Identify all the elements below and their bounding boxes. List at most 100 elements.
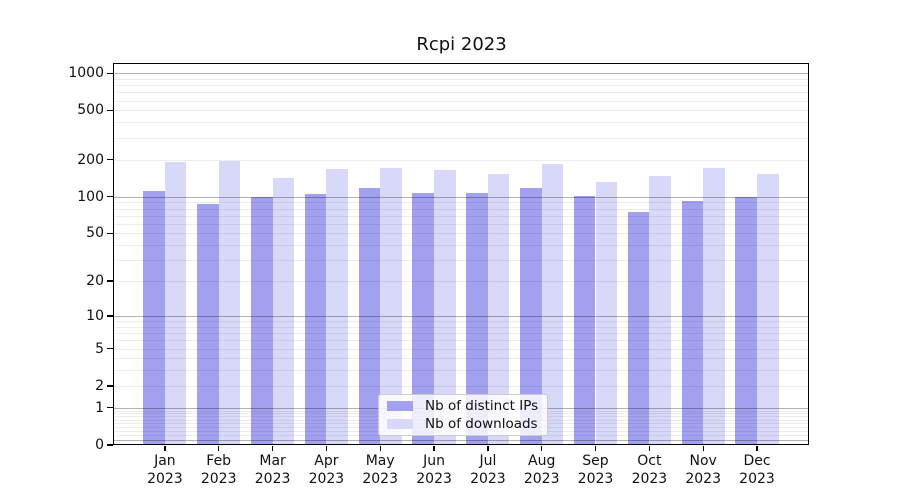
y-tick-mark <box>107 347 113 350</box>
bar-distinct-ips-nov <box>681 201 704 445</box>
x-tick-month: Apr <box>314 453 339 469</box>
x-tick-year: 2023 <box>362 470 398 487</box>
minor-gridline <box>113 370 809 372</box>
x-tick-mark <box>433 446 435 451</box>
x-tick-label: Oct 2023 <box>617 453 681 488</box>
bar-downloads-mar <box>272 177 295 445</box>
x-tick-label: May 2023 <box>348 453 412 488</box>
bar-distinct-ips-dec <box>735 196 757 445</box>
x-tick-month: Nov <box>689 453 717 469</box>
major-gridline <box>113 315 809 317</box>
x-tick-mark <box>379 446 381 451</box>
minor-gridline <box>113 159 809 161</box>
x-tick-mark <box>702 446 704 451</box>
bar-downloads-oct <box>649 176 671 445</box>
minor-gridline <box>113 233 809 235</box>
x-tick-year: 2023 <box>631 470 668 487</box>
bar-downloads-jul <box>487 173 510 445</box>
x-tick-label: Jul 2023 <box>456 453 520 488</box>
y-tick-mark <box>107 158 113 161</box>
bar-downloads-dec <box>757 173 779 445</box>
y-tick-label: 1 <box>95 399 104 416</box>
bar-distinct-ips-apr <box>304 194 327 445</box>
x-tick-month: Jan <box>154 453 176 469</box>
y-tick-mark <box>107 444 113 446</box>
bar-distinct-ips-jul <box>466 193 488 445</box>
y-tick-mark <box>107 280 113 282</box>
y-tick-mark <box>107 109 113 112</box>
chart-title: Rcpi 2023 <box>416 34 507 55</box>
x-tick-year: 2023 <box>739 470 775 487</box>
x-tick-year: 2023 <box>308 470 345 487</box>
minor-gridline <box>113 85 809 87</box>
x-tick-label: Sep 2023 <box>564 453 628 488</box>
y-tick-label: 50 <box>86 225 104 242</box>
bar-downloads-aug <box>541 164 564 445</box>
bar-downloads-sep <box>595 181 618 445</box>
minor-gridline <box>113 358 809 360</box>
minor-gridline <box>113 326 809 328</box>
x-tick-year: 2023 <box>416 470 452 487</box>
bar-distinct-ips-mar <box>251 196 273 445</box>
x-tick-year: 2023 <box>523 470 560 487</box>
minor-gridline <box>113 110 809 112</box>
y-tick-mark <box>107 407 113 409</box>
y-tick-label: 20 <box>86 273 104 290</box>
legend-label-distinct-ips: Nb of distinct IPs <box>425 398 539 414</box>
legend-item-downloads: Nb of downloads <box>385 415 541 433</box>
bar-downloads-apr <box>326 168 348 445</box>
y-tick-label: 100 <box>77 188 104 205</box>
x-tick-mark <box>487 446 489 451</box>
bar-downloads-jun <box>434 170 456 445</box>
x-tick-year: 2023 <box>577 470 614 487</box>
x-tick-label: Mar 2023 <box>241 453 305 488</box>
minor-gridline <box>113 122 809 124</box>
bar-downloads-feb <box>218 160 241 445</box>
major-gridline <box>113 196 809 198</box>
x-tick-mark <box>541 446 543 451</box>
bar-downloads-nov <box>703 167 725 445</box>
bar-distinct-ips-oct <box>627 211 650 445</box>
bar-downloads-may <box>380 167 402 445</box>
minor-gridline <box>113 92 809 94</box>
y-tick-label: 10 <box>86 307 104 324</box>
minor-gridline <box>113 100 809 102</box>
bar-downloads-jan <box>164 162 187 445</box>
minor-gridline <box>113 281 809 283</box>
legend-label-downloads: Nb of downloads <box>425 416 538 432</box>
x-tick-month: Jun <box>423 453 446 469</box>
minor-gridline <box>113 385 809 387</box>
y-tick-label: 0 <box>95 437 104 453</box>
minor-gridline <box>113 215 809 217</box>
x-tick-label: Jun 2023 <box>402 453 466 488</box>
bar-distinct-ips-aug <box>520 188 542 445</box>
minor-gridline <box>113 333 809 335</box>
legend: Nb of distinct IPs Nb of downloads <box>378 394 548 436</box>
x-tick-month: Jul <box>479 453 497 469</box>
x-tick-month: May <box>365 453 395 469</box>
x-tick-mark <box>648 446 651 451</box>
y-tick-mark <box>107 195 113 198</box>
y-tick-mark <box>107 385 113 387</box>
minor-gridline <box>113 260 809 262</box>
x-tick-month: Sep <box>582 453 609 469</box>
legend-item-distinct-ips: Nb of distinct IPs <box>385 397 541 415</box>
minor-gridline <box>113 348 809 350</box>
x-tick-label: Apr 2023 <box>294 453 358 488</box>
x-tick-mark <box>218 446 220 451</box>
x-tick-year: 2023 <box>254 470 291 487</box>
x-tick-month: Oct <box>637 453 662 469</box>
bar-distinct-ips-jun <box>412 192 434 445</box>
x-tick-month: Dec <box>743 453 771 469</box>
x-tick-label: Dec 2023 <box>725 453 789 488</box>
x-tick-mark <box>271 446 274 451</box>
major-gridline <box>113 73 809 75</box>
x-tick-year: 2023 <box>470 470 506 487</box>
x-tick-label: Feb 2023 <box>187 453 251 488</box>
y-tick-mark <box>107 72 113 74</box>
y-tick-label: 2 <box>95 377 104 394</box>
y-tick-mark <box>107 315 113 317</box>
downloads-swatch-icon <box>387 419 413 429</box>
y-tick-mark <box>107 232 113 235</box>
x-tick-year: 2023 <box>147 470 183 487</box>
